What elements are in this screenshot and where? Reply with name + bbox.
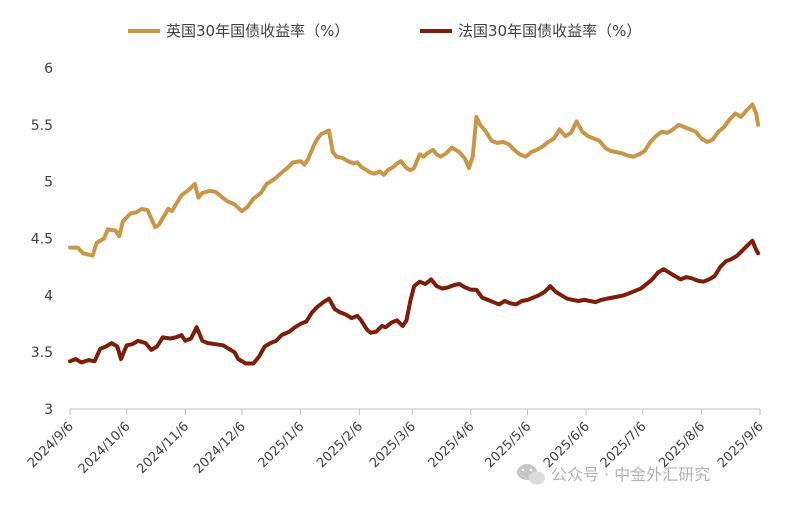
legend-label-fr: 法国30年国债收益率（%） (458, 22, 641, 40)
x-axis (69, 408, 761, 415)
legend-label-uk: 英国30年国债收益率（%） (166, 22, 349, 40)
y-tick-label: 6 (44, 61, 53, 77)
x-tick-label: 2024/11/6 (134, 419, 192, 477)
y-tick-label: 4 (44, 288, 53, 304)
x-tick-label: 2024/9/6 (25, 419, 77, 471)
legend: 英国30年国债收益率（%） 法国30年国债收益率（%） (128, 22, 641, 40)
x-tick-label: 2025/6/6 (541, 419, 593, 471)
x-tick-label: 2025/8/6 (656, 419, 708, 471)
x-tick-label: 2025/4/6 (426, 419, 478, 471)
x-tick-label: 2025/2/6 (314, 419, 366, 471)
series-line-fr-30y (68, 238, 761, 366)
x-tick-label: 2024/10/6 (76, 419, 134, 477)
series-line-uk-30y (68, 102, 761, 258)
y-tick-label: 3 (44, 402, 53, 418)
watermark: 公众号 · 中金外汇研究 (517, 464, 710, 485)
x-tick-label: 2025/5/6 (482, 419, 534, 471)
y-tick-label: 5.5 (31, 118, 53, 134)
x-tick-label: 2025/3/6 (367, 419, 419, 471)
x-tick-label: 2025/1/6 (256, 419, 308, 471)
series-layer (68, 102, 761, 366)
wechat-icon (517, 464, 545, 485)
watermark-text: 公众号 · 中金外汇研究 (551, 465, 710, 484)
x-tick-label: 2025/9/6 (715, 419, 767, 471)
x-tick-label: 2025/7/6 (598, 419, 650, 471)
y-tick-label: 3.5 (31, 345, 53, 361)
y-tick-label: 5 (44, 175, 53, 191)
x-tick-label: 2024/12/6 (191, 419, 249, 477)
y-axis-ticks: 3 3.5 4 4.5 5 5.5 6 (31, 61, 53, 418)
y-tick-label: 4.5 (31, 232, 53, 248)
